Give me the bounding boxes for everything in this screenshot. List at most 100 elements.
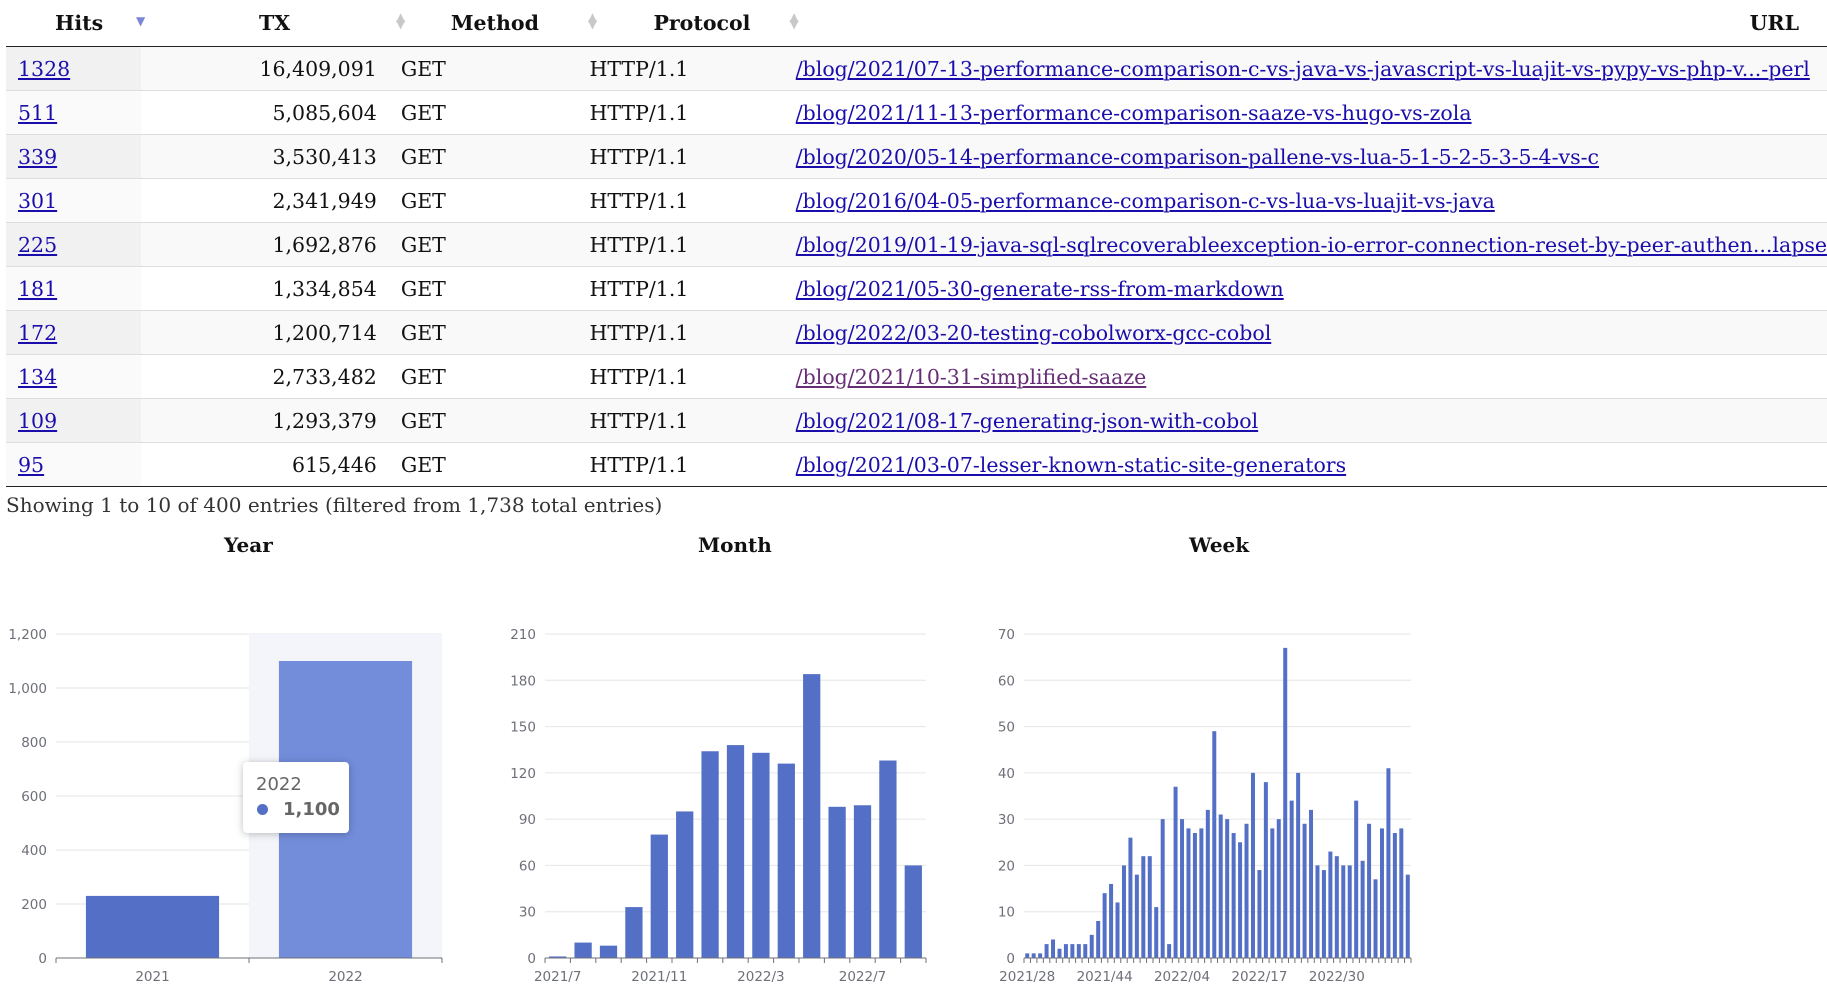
protocol-cell: HTTP/1.1: [589, 134, 796, 179]
table-row: 1328 16,409,091 GET HTTP/1.1/blog/2021/07-1…: [6, 46, 1827, 91]
url-link[interactable]: /blog/2021/07-13-performance-comparison-…: [795, 56, 1810, 81]
bar: [1392, 833, 1397, 958]
tx-cell-text: 5,085,604: [272, 100, 377, 125]
hits-cell: 181: [6, 266, 141, 311]
bar: [1063, 944, 1068, 958]
chart-title-week: Week: [1189, 533, 1250, 557]
bar: [752, 752, 770, 958]
bar: [1031, 953, 1036, 958]
url-cell: /blog/2021/10-31-simplified-saaze: [795, 354, 1827, 399]
bar: [549, 956, 567, 958]
week-chart[interactable]: 0 10 20 30 40 50 60 70 2021/28 2021/44 2022/04 2022…: [975, 600, 1435, 997]
tx-cell-text: 615,446: [292, 452, 377, 477]
method-cell-text: GET: [400, 408, 446, 433]
protocol-cell: HTTP/1.1: [589, 222, 796, 267]
url-link[interactable]: /blog/2016/04-05-performance-comparison-…: [795, 188, 1495, 213]
bar: [1173, 786, 1178, 958]
method-cell: GET: [400, 398, 590, 443]
method-cell: GET: [400, 222, 590, 267]
protocol-cell: HTTP/1.1: [589, 266, 796, 311]
hits-cell: 172: [6, 310, 141, 355]
url-cell: /blog/2016/04-05-performance-comparison-…: [795, 178, 1827, 223]
bar: [1367, 823, 1372, 958]
sort-desc-icon: ▼: [136, 14, 146, 28]
bar: [701, 751, 719, 958]
header-url[interactable]: URL: [795, 0, 1827, 47]
bar: [1134, 874, 1139, 958]
y-tick-label: 180: [510, 673, 536, 689]
tx-cell: 1,692,876: [140, 222, 401, 267]
hits-link[interactable]: 172: [18, 320, 58, 345]
table-row: 134 2,733,482 GET HTTP/1.1/blog/2021/10-31-…: [6, 354, 1827, 399]
hits-link[interactable]: 225: [18, 232, 58, 257]
url-cell: /blog/2021/05-30-generate-rss-from-markd…: [795, 266, 1827, 311]
tx-cell-text: 1,334,854: [272, 276, 377, 301]
table-row: 95 615,446 GET HTTP/1.1/blog/2021/03-07-les…: [6, 442, 1827, 487]
url-link[interactable]: /blog/2021/05-30-generate-rss-from-markd…: [795, 276, 1284, 301]
hits-link[interactable]: 181: [18, 276, 58, 301]
method-cell-text: GET: [400, 188, 446, 213]
url-link[interactable]: /blog/2020/05-14-performance-comparison-…: [795, 144, 1600, 169]
hits-link[interactable]: 109: [18, 408, 58, 433]
method-cell: GET: [400, 90, 590, 135]
bar: [85, 895, 220, 958]
hits-link[interactable]: 95: [18, 452, 45, 477]
hits-link[interactable]: 339: [18, 144, 58, 169]
protocol-cell-text: HTTP/1.1: [589, 276, 689, 301]
bar: [1070, 944, 1075, 958]
method-cell: GET: [400, 134, 590, 179]
bar: [1199, 828, 1204, 958]
bar: [1154, 907, 1159, 958]
url-link[interactable]: /blog/2021/10-31-simplified-saaze: [795, 364, 1147, 389]
header-protocol-label: Protocol: [653, 11, 751, 35]
url-cell: /blog/2022/03-20-testing-cobolworx-gcc-c…: [795, 310, 1827, 355]
y-tick-label: 0: [527, 951, 536, 967]
bar: [777, 763, 795, 958]
protocol-cell: HTTP/1.1: [589, 90, 796, 135]
header-method[interactable]: Method ▲ ▼: [400, 0, 597, 47]
header-protocol[interactable]: Protocol ▲ ▼: [589, 0, 799, 47]
url-link[interactable]: /blog/2021/03-07-lesser-known-static-sit…: [795, 452, 1347, 477]
bar: [1399, 828, 1404, 958]
bar: [1405, 874, 1410, 958]
tx-cell-text: 1,200,714: [272, 320, 377, 345]
protocol-cell: HTTP/1.1: [589, 398, 796, 443]
url-link[interactable]: /blog/2019/01-19-java-sql-sqlrecoverable…: [795, 232, 1827, 257]
header-hits[interactable]: Hits ▼: [6, 0, 145, 47]
header-hits-label: Hits: [55, 11, 104, 35]
bar: [1309, 809, 1314, 958]
tx-cell-text: 2,341,949: [272, 188, 377, 213]
url-link[interactable]: /blog/2021/11-13-performance-comparison-…: [795, 100, 1472, 125]
y-tick-label: 200: [21, 897, 47, 913]
hits-link[interactable]: 511: [18, 100, 58, 125]
year-chart[interactable]: 0 200 400 600 800 1,000 1,200 2021 2022: [0, 600, 470, 997]
hits-cell: 134: [6, 354, 141, 399]
method-cell: GET: [400, 442, 590, 487]
y-tick-label: 150: [510, 720, 536, 736]
protocol-cell: HTTP/1.1: [589, 442, 796, 487]
url-link[interactable]: /blog/2022/03-20-testing-cobolworx-gcc-c…: [795, 320, 1272, 345]
table-row: 301 2,341,949 GET HTTP/1.1/blog/2016/04-05-…: [6, 178, 1827, 223]
header-tx[interactable]: TX ▲ ▼: [140, 0, 405, 47]
hits-cell: 1328: [6, 46, 141, 91]
tx-cell: 2,733,482: [140, 354, 401, 399]
hits-link[interactable]: 301: [18, 188, 58, 213]
y-tick-label: 30: [998, 812, 1015, 828]
bar: [1096, 920, 1101, 958]
bar: [1328, 851, 1333, 958]
tx-cell: 2,341,949: [140, 178, 401, 223]
url-cell: /blog/2019/01-19-java-sql-sqlrecoverable…: [795, 222, 1827, 267]
bar: [625, 907, 643, 958]
y-tick-label: 120: [510, 766, 536, 782]
y-tick-label: 0: [1006, 951, 1015, 967]
bar: [879, 760, 897, 958]
hits-link[interactable]: 134: [18, 364, 58, 389]
method-cell-text: GET: [400, 320, 446, 345]
bar: [1296, 772, 1301, 958]
hits-link[interactable]: 1328: [18, 56, 71, 81]
bar: [1025, 953, 1030, 958]
url-link[interactable]: /blog/2021/08-17-generating-json-with-co…: [795, 408, 1259, 433]
x-tick-label: 2022/3: [737, 969, 785, 985]
month-chart[interactable]: 0 30 60 90 120 150 180 210 2021/7 2021/11 2022/3 20…: [490, 600, 950, 997]
bar: [1341, 865, 1346, 958]
